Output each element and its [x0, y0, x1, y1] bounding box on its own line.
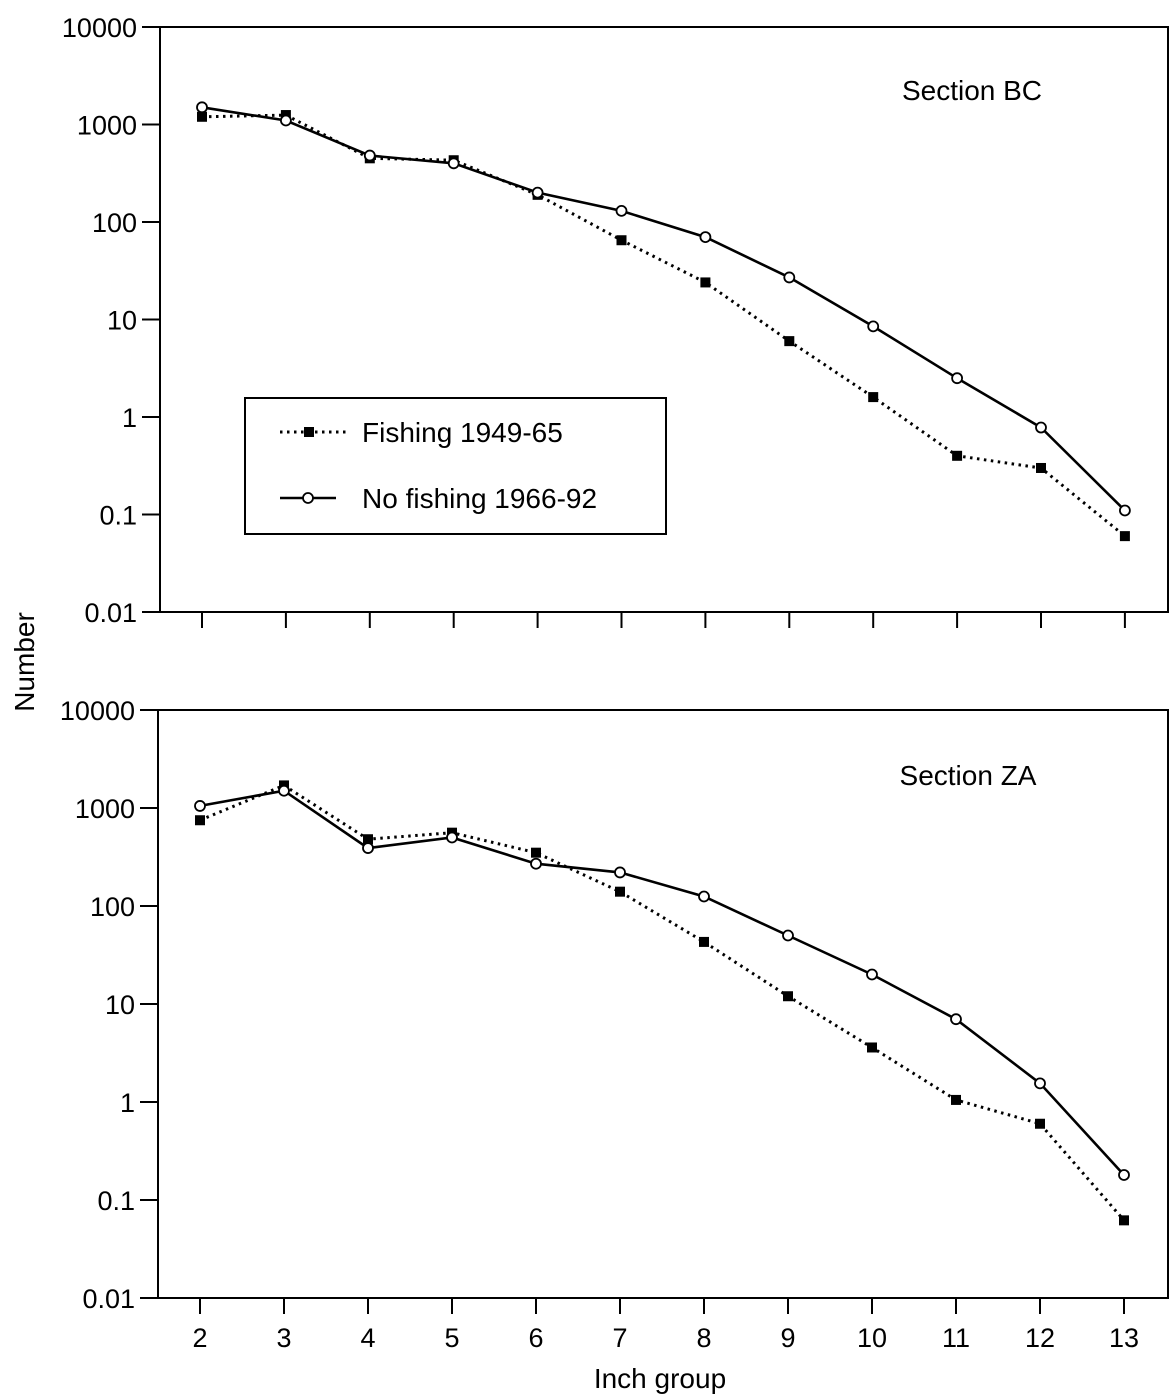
data-point-circle [1035, 421, 1047, 434]
data-point-circle [699, 231, 712, 244]
data-point-square [531, 847, 541, 858]
panel-title: Section BC [902, 75, 1042, 106]
data-point-square [783, 991, 793, 1002]
y-tick-label: 0.01 [84, 598, 137, 628]
data-point-circle [1119, 504, 1131, 517]
data-point-circle [782, 929, 794, 942]
data-point-circle [867, 320, 880, 333]
data-point-square [1119, 531, 1130, 542]
data-point-circle [614, 866, 626, 879]
series-no-fishing [194, 784, 1130, 1181]
data-point-square [615, 886, 625, 897]
y-tick-label: 10000 [62, 13, 137, 43]
x-tick-label: 4 [360, 1323, 375, 1353]
data-point-circle [447, 157, 460, 170]
x-tick-label: 2 [192, 1323, 207, 1353]
data-point-square [699, 936, 709, 947]
y-tick-label: 10 [107, 306, 137, 336]
y-tick-label: 0.1 [99, 501, 137, 531]
data-point-circle [615, 204, 628, 217]
data-point-circle [278, 784, 290, 797]
y-tick-label: 1000 [77, 111, 137, 141]
data-point-square [867, 1042, 877, 1053]
y-tick-label: 0.01 [82, 1284, 135, 1314]
data-point-circle [363, 149, 376, 162]
x-tick-label: 8 [696, 1323, 711, 1353]
y-tick-label: 100 [92, 208, 137, 238]
legend-box [244, 397, 667, 535]
data-point-square [363, 834, 373, 845]
data-point-square [1119, 1215, 1129, 1226]
data-point-circle [531, 186, 544, 199]
data-point-square [616, 235, 627, 246]
x-tick-label: 7 [612, 1323, 627, 1353]
panel-section-za: 10000 1000 100 10 1 0.1 0.01 2 3 4 5 6 7 8 9 10 11 12 13 Se… [60, 696, 1169, 1353]
series-line [199, 789, 1125, 1176]
legend-marker-fishing [304, 427, 314, 437]
data-point-square [951, 1094, 961, 1105]
legend: Fishing 1949-65 No fishing 1966-92 [244, 397, 667, 535]
data-point-circle [698, 890, 710, 903]
data-point-square [195, 815, 205, 826]
y-tick-label: 0.1 [97, 1186, 135, 1216]
data-point-circle [194, 800, 206, 812]
data-point-square [952, 450, 963, 461]
data-point-circle [950, 1013, 962, 1026]
data-point-circle [530, 857, 542, 870]
data-point-circle [279, 114, 292, 127]
legend-label-fishing: Fishing 1949-65 [362, 417, 563, 448]
y-axis-title: Number [9, 612, 40, 712]
data-point-square [1035, 1118, 1045, 1129]
series-fishing [195, 780, 1129, 1226]
legend-marker-no-fishing [302, 492, 314, 504]
data-point-square [784, 336, 795, 347]
series-line [201, 106, 1126, 512]
data-point-circle [783, 271, 796, 284]
y-tick-label: 1000 [75, 794, 135, 824]
data-point-square [700, 277, 711, 288]
data-point-circle [951, 372, 963, 385]
x-tick-label: 13 [1109, 1323, 1139, 1353]
x-tick-label: 5 [444, 1323, 459, 1353]
x-tick-label: 3 [276, 1323, 291, 1353]
data-point-circle [362, 842, 374, 854]
panel-section-bc: 10000 1000 100 10 1 0.1 0.01 Section BC Fishing … [62, 13, 1169, 628]
x-tick-label: 9 [780, 1323, 795, 1353]
panel-title: Section ZA [900, 760, 1037, 791]
plot-frame [157, 709, 1169, 1299]
data-point-square [868, 392, 879, 403]
x-axis-title: Inch group [594, 1363, 726, 1394]
data-point-circle [446, 831, 458, 844]
y-tick-label: 100 [90, 892, 135, 922]
data-point-circle [1034, 1077, 1046, 1090]
y-tick-label: 10 [105, 990, 135, 1020]
y-tick-label: 1 [122, 403, 137, 433]
x-tick-label: 11 [942, 1323, 970, 1353]
y-tick-label: 10000 [60, 696, 135, 726]
data-point-circle [1118, 1169, 1130, 1181]
series-no-fishing [196, 101, 1131, 517]
series-line [199, 783, 1126, 1222]
legend-label-no-fishing: No fishing 1966-92 [362, 483, 597, 514]
data-point-square [197, 111, 207, 122]
data-point-square [1036, 462, 1046, 473]
x-tick-label: 6 [528, 1323, 543, 1353]
data-point-circle [196, 101, 208, 114]
x-tick-label: 10 [857, 1323, 887, 1353]
x-tick-label: 12 [1025, 1323, 1055, 1353]
data-point-circle [866, 968, 878, 981]
y-tick-label: 1 [120, 1088, 135, 1118]
